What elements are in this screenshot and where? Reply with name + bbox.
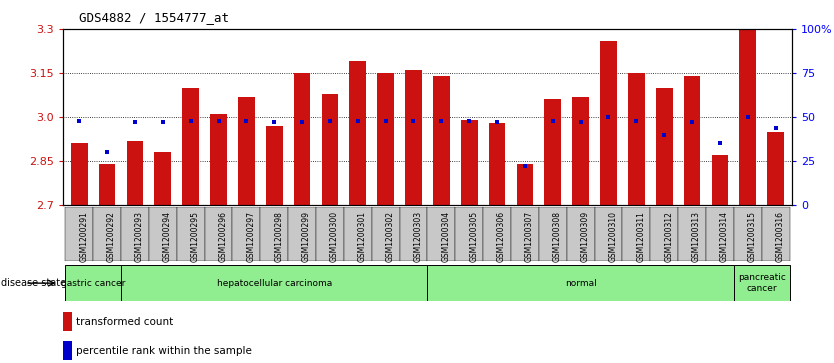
Text: GSM1200295: GSM1200295 (191, 211, 199, 262)
Text: GDS4882 / 1554777_at: GDS4882 / 1554777_at (79, 11, 229, 24)
Text: GSM1200316: GSM1200316 (776, 211, 785, 262)
Text: GSM1200309: GSM1200309 (580, 211, 590, 262)
Text: GSM1200315: GSM1200315 (748, 211, 756, 262)
Bar (455, 207, 483, 261)
Text: GSM1200298: GSM1200298 (274, 211, 284, 262)
Bar (489, 123, 505, 205)
Bar (427, 265, 734, 301)
Bar (545, 99, 561, 205)
Bar (628, 73, 645, 205)
Bar (121, 265, 427, 301)
Bar (767, 132, 784, 205)
Text: GSM1200311: GSM1200311 (636, 211, 646, 262)
Bar (149, 207, 177, 261)
Bar (266, 126, 283, 205)
Text: normal: normal (565, 279, 596, 287)
Bar (572, 97, 589, 205)
Bar (734, 265, 790, 301)
Bar (734, 207, 761, 261)
Text: GSM1200307: GSM1200307 (525, 211, 534, 262)
Bar (711, 155, 728, 205)
Text: transformed count: transformed count (76, 317, 173, 327)
Bar (566, 207, 595, 261)
Bar (210, 114, 227, 205)
Bar (539, 207, 566, 261)
Text: GSM1200292: GSM1200292 (107, 211, 116, 262)
Text: GSM1200305: GSM1200305 (470, 211, 478, 262)
Bar (233, 207, 260, 261)
Bar (238, 97, 254, 205)
Bar (595, 207, 622, 261)
Bar (399, 207, 427, 261)
Bar (344, 207, 372, 261)
Bar (63, 341, 72, 360)
Bar (651, 207, 678, 261)
Bar (511, 207, 539, 261)
Text: GSM1200291: GSM1200291 (79, 211, 88, 262)
Bar (98, 164, 115, 205)
Text: GSM1200301: GSM1200301 (358, 211, 367, 262)
Bar (63, 312, 72, 331)
Bar (483, 207, 511, 261)
Text: hepatocellular carcinoma: hepatocellular carcinoma (217, 279, 332, 287)
Bar (656, 88, 672, 205)
Bar (316, 207, 344, 261)
Bar (65, 265, 121, 301)
Text: disease state: disease state (1, 278, 66, 288)
Bar (183, 88, 199, 205)
Bar (706, 207, 734, 261)
Bar (260, 207, 289, 261)
Text: GSM1200310: GSM1200310 (609, 211, 617, 262)
Bar (600, 41, 617, 205)
Bar (65, 207, 93, 261)
Bar (761, 207, 790, 261)
Bar (622, 207, 651, 261)
Text: GSM1200299: GSM1200299 (302, 211, 311, 262)
Text: GSM1200314: GSM1200314 (720, 211, 729, 262)
Text: GSM1200302: GSM1200302 (385, 211, 394, 262)
Text: gastric cancer: gastric cancer (61, 279, 125, 287)
Bar (427, 207, 455, 261)
Bar (405, 70, 422, 205)
Text: GSM1200304: GSM1200304 (441, 211, 450, 262)
Bar (154, 152, 171, 205)
Text: GSM1200293: GSM1200293 (135, 211, 144, 262)
Bar (684, 76, 701, 205)
Bar (377, 73, 394, 205)
Text: pancreatic
cancer: pancreatic cancer (738, 273, 786, 293)
Bar (289, 207, 316, 261)
Bar (433, 76, 450, 205)
Bar (127, 140, 143, 205)
Text: GSM1200296: GSM1200296 (219, 211, 228, 262)
Text: GSM1200312: GSM1200312 (664, 211, 673, 262)
Bar (121, 207, 149, 261)
Bar (461, 120, 478, 205)
Text: GSM1200294: GSM1200294 (163, 211, 172, 262)
Bar (372, 207, 399, 261)
Text: GSM1200303: GSM1200303 (414, 211, 423, 262)
Bar (322, 94, 339, 205)
Bar (678, 207, 706, 261)
Bar (71, 143, 88, 205)
Text: GSM1200306: GSM1200306 (497, 211, 506, 262)
Text: percentile rank within the sample: percentile rank within the sample (76, 346, 252, 356)
Bar (204, 207, 233, 261)
Text: GSM1200308: GSM1200308 (553, 211, 562, 262)
Text: GSM1200297: GSM1200297 (246, 211, 255, 262)
Bar (177, 207, 204, 261)
Text: GSM1200313: GSM1200313 (692, 211, 701, 262)
Bar (349, 61, 366, 205)
Bar (516, 164, 533, 205)
Bar (740, 29, 756, 205)
Text: GSM1200300: GSM1200300 (330, 211, 339, 262)
Bar (93, 207, 121, 261)
Bar (294, 73, 310, 205)
